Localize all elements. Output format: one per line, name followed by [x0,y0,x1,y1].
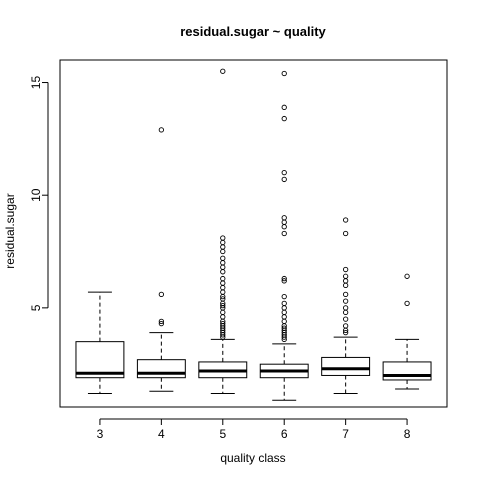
outlier-point [220,280,226,286]
outlier-point [220,239,226,246]
outlier-point [220,244,226,250]
outlier-point [281,318,287,325]
outlier-point [158,318,165,325]
outlier-point [342,217,349,223]
outlier-point [220,289,226,295]
outlier-point [342,266,349,273]
outlier-point [220,275,226,282]
outlier-point [220,68,226,74]
outlier-point [220,296,226,302]
box-group-6 [259,70,309,401]
outlier-point [342,323,349,329]
outlier-point [281,278,287,284]
box-group-3 [75,291,125,394]
x-tick-label: 4 [158,427,165,441]
outlier-point [158,291,165,297]
outlier-point [281,170,287,176]
x-tick-label: 6 [281,427,288,441]
box-group-8 [382,273,432,390]
outlier-point [220,284,226,291]
iqr-box [321,356,371,376]
outlier-point [342,230,349,237]
outlier-point [220,314,226,320]
outlier-point [281,305,287,311]
outlier-point [281,300,287,307]
outlier-point [281,293,287,300]
outlier-point [342,298,349,304]
plot-layer: 5 10 15 3 4 5 6 7 8 [29,59,448,441]
outlier-point [342,282,349,288]
outlier-point [281,215,287,221]
outlier-point [342,329,349,336]
outlier-point [281,115,287,122]
y-axis-label: residual.sugar [3,193,17,268]
outlier-point [342,273,349,279]
outlier-point [220,248,226,255]
y-tick-label: 15 [29,76,43,90]
outlier-point [281,314,287,320]
plot-frame [59,59,448,408]
iqr-box [75,341,125,379]
box-group-4 [136,127,186,392]
box-group-5 [198,68,248,394]
outlier-point [342,278,349,284]
outlier-point [158,127,165,133]
outlier-point [281,104,287,110]
outlier-point [220,320,226,327]
outlier-point [281,176,287,183]
outlier-point [342,309,349,316]
outlier-point [220,269,226,275]
outlier-point [220,255,226,261]
box-group-7 [321,217,371,394]
iqr-box [382,361,432,381]
outlier-point [404,300,410,307]
x-tick-label: 3 [97,427,104,441]
outlier-point [281,70,287,77]
y-tick-label: 10 [29,188,43,202]
x-tick-label: 7 [342,427,349,441]
outlier-point [220,264,226,270]
outlier-point [342,316,349,322]
x-tick-label: 8 [404,427,411,441]
outlier-point [281,325,287,331]
outlier-point [281,275,287,282]
outlier-point [220,260,226,266]
outlier-point [342,291,349,297]
outlier-point [281,309,287,316]
iqr-box [136,359,186,379]
outlier-point [158,320,165,327]
outlier-point [281,230,287,237]
x-tick-label: 5 [219,427,226,441]
chart-title: residual.sugar ~ quality [180,24,326,39]
outlier-point [220,309,226,316]
outlier-point [220,235,226,241]
y-tick-label: 5 [29,304,43,311]
x-axis-label: quality class [220,451,285,465]
outlier-point [404,273,410,279]
outlier-point [281,219,287,225]
outlier-point [342,305,349,311]
outlier-point [220,302,226,309]
outlier-point [281,224,287,230]
